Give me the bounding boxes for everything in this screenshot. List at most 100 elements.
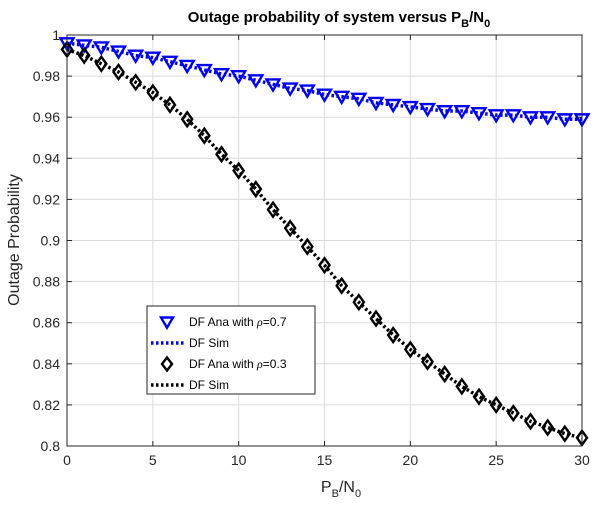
legend-label: DF Sim bbox=[189, 336, 229, 350]
x-axis-label: PB/N0 bbox=[321, 479, 361, 500]
x-tick-label: 0 bbox=[63, 452, 71, 468]
marker-triangle-rho-0.7 bbox=[556, 113, 574, 128]
marker-diamond-rho-0.3 bbox=[455, 377, 469, 396]
y-tick-label: 0.96 bbox=[33, 109, 60, 125]
marker-diamond-rho-0.3 bbox=[369, 309, 383, 328]
marker-diamond-rho-0.3 bbox=[232, 161, 246, 180]
marker-diamond-rho-0.3 bbox=[215, 145, 228, 164]
marker-diamond-rho-0.3 bbox=[403, 340, 417, 359]
legend-label-suffix: =0.7 bbox=[263, 315, 287, 329]
legend-label: DF Ana with ρ=0.7 bbox=[189, 315, 287, 329]
marker-diamond-rho-0.3 bbox=[94, 54, 108, 73]
series-line-df-sim-rho-0.7 bbox=[66, 41, 582, 122]
marker-diamond-rho-0.3 bbox=[112, 62, 125, 82]
marker-diamond-rho-0.3 bbox=[163, 95, 177, 114]
marker-diamond-rho-0.3 bbox=[283, 219, 297, 238]
marker-diamond-rho-0.3 bbox=[421, 352, 434, 371]
y-tick-label: 0.84 bbox=[33, 356, 60, 372]
series-lines bbox=[66, 41, 583, 440]
marker-triangle-rho-0.7 bbox=[436, 104, 454, 120]
legend-marker-diamond bbox=[160, 355, 174, 373]
marker-triangle-rho-0.7 bbox=[161, 55, 179, 71]
marker-diamond-rho-0.3 bbox=[335, 276, 349, 295]
marker-diamond-rho-0.3 bbox=[506, 404, 520, 423]
marker-diamond-rho-0.3 bbox=[197, 126, 211, 145]
marker-triangle-rho-0.7 bbox=[264, 78, 282, 93]
marker-diamond-rho-0.3 bbox=[266, 200, 280, 219]
legend-label-prefix: DF Ana with bbox=[189, 315, 257, 329]
x-axis-label-sub-0: 0 bbox=[355, 488, 361, 500]
marker-triangle-rho-0.7 bbox=[487, 109, 505, 124]
y-tick-label: 0.88 bbox=[33, 274, 60, 290]
marker-diamond-rho-0.3 bbox=[472, 387, 486, 406]
marker-triangle-rho-0.7 bbox=[418, 102, 437, 118]
marker-diamond-rho-0.3 bbox=[129, 73, 143, 92]
marker-triangle-rho-0.7 bbox=[315, 88, 334, 104]
x-axis-label-mid: /N bbox=[339, 479, 355, 496]
marker-diamond-rho-0.3 bbox=[541, 418, 555, 437]
series-line-df-sim-rho-0.3 bbox=[66, 47, 583, 440]
legend-box bbox=[146, 305, 316, 395]
marker-diamond-rho-0.3 bbox=[558, 424, 572, 443]
legend-label: DF Ana with ρ=0.3 bbox=[189, 357, 287, 371]
marker-diamond-rho-0.3 bbox=[300, 237, 314, 256]
marker-triangle-rho-0.7 bbox=[281, 82, 299, 97]
marker-triangle-rho-0.7 bbox=[212, 67, 231, 83]
legend-label-suffix: =0.3 bbox=[263, 357, 287, 371]
marker-triangle-rho-0.7 bbox=[75, 39, 93, 54]
y-tick-label: 0.8 bbox=[41, 438, 61, 454]
chart-title-mid: /N bbox=[469, 9, 484, 26]
chart-title-sub-b: B bbox=[461, 18, 469, 30]
y-tick-label: 0.82 bbox=[33, 397, 60, 413]
legend-label-prefix: DF Ana with bbox=[189, 357, 257, 371]
marker-triangle-rho-0.7 bbox=[144, 51, 162, 67]
marker-triangle-rho-0.7 bbox=[521, 111, 540, 126]
y-tick-label: 1 bbox=[52, 27, 60, 43]
marker-diamond-rho-0.3 bbox=[146, 83, 160, 102]
marker-triangle-rho-0.7 bbox=[401, 100, 419, 116]
marker-triangle-rho-0.7 bbox=[367, 96, 385, 112]
x-tick-label: 5 bbox=[149, 452, 157, 468]
marker-diamond-rho-0.3 bbox=[352, 293, 366, 312]
marker-triangle-rho-0.7 bbox=[384, 98, 402, 114]
y-tick-label: 0.94 bbox=[33, 150, 60, 166]
marker-triangle-rho-0.7 bbox=[470, 107, 488, 122]
marker-diamond-rho-0.3 bbox=[77, 46, 91, 65]
x-axis-label-main: P bbox=[321, 479, 332, 496]
chart-title-sub-0: 0 bbox=[484, 18, 490, 30]
marker-diamond-rho-0.3 bbox=[386, 325, 400, 345]
x-tick-label: 10 bbox=[231, 452, 247, 468]
legend-label-rho: ρ bbox=[256, 315, 263, 329]
marker-triangle-rho-0.7 bbox=[127, 49, 145, 65]
x-tick-label: 30 bbox=[574, 452, 590, 468]
marker-diamond-rho-0.3 bbox=[249, 180, 263, 199]
series-markers bbox=[58, 37, 591, 447]
marker-diamond-rho-0.3 bbox=[489, 395, 503, 414]
y-tick-label: 0.9 bbox=[41, 233, 61, 249]
marker-diamond-rho-0.3 bbox=[524, 412, 537, 431]
axis-ticks: 0 5 10 15 20 25 30 0.8 0.82 0.84 0.86 0.88 0.9 0.92 0.… bbox=[33, 27, 590, 468]
marker-triangle-rho-0.7 bbox=[247, 74, 265, 89]
marker-triangle-rho-0.7 bbox=[195, 63, 213, 79]
marker-triangle-rho-0.7 bbox=[504, 109, 522, 124]
x-tick-label: 25 bbox=[488, 452, 504, 468]
y-tick-label: 0.86 bbox=[33, 315, 60, 331]
marker-diamond-rho-0.3 bbox=[438, 365, 452, 384]
legend-marker-triangle bbox=[158, 316, 176, 331]
marker-triangle-rho-0.7 bbox=[350, 92, 368, 108]
x-tick-label: 20 bbox=[403, 452, 419, 468]
marker-diamond-rho-0.3 bbox=[318, 256, 331, 275]
y-tick-label: 0.98 bbox=[33, 68, 60, 84]
x-tick-label: 15 bbox=[317, 452, 333, 468]
marker-triangle-rho-0.7 bbox=[109, 45, 128, 60]
chart-title: Outage probability of system versus PB/N… bbox=[188, 9, 491, 30]
chart-title-main: Outage probability of system versus P bbox=[188, 9, 461, 26]
marker-triangle-rho-0.7 bbox=[453, 104, 471, 120]
marker-triangle-rho-0.7 bbox=[298, 84, 316, 100]
marker-triangle-rho-0.7 bbox=[333, 90, 351, 106]
marker-triangle-rho-0.7 bbox=[92, 41, 110, 56]
